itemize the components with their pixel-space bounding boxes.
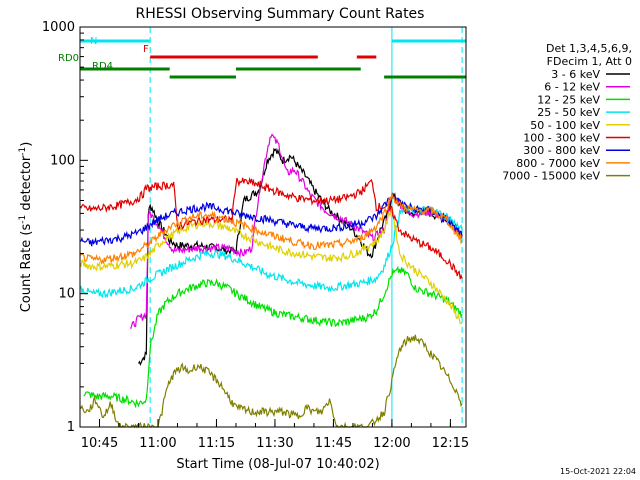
- legend-label-7000-15000-kev: 7000 - 15000 keV: [502, 170, 600, 183]
- x-axis-label: Start Time (08-Jul-07 10:40:02): [176, 457, 379, 472]
- series-line-7000-15000-kev: [79, 334, 463, 429]
- legend-label-3-6-kev: 3 - 6 keV: [551, 68, 600, 81]
- flag-label-n: N: [90, 36, 97, 47]
- y-axis-label-prefix: Count Rate (s: [19, 224, 34, 313]
- x-tick-label-12-00: 12:00: [373, 436, 410, 451]
- y-axis-label-exp2: -1: [18, 147, 28, 156]
- legend-label-800-7000-kev: 800 - 7000 keV: [516, 157, 600, 170]
- series-line-800-7000-kev: [79, 192, 463, 265]
- plot-area: [79, 27, 466, 429]
- series-line-12-25-kev: [83, 265, 463, 409]
- x-tick-label-11-30: 11:30: [256, 436, 293, 451]
- y-tick-label-100: 100: [50, 153, 75, 168]
- chart-title: RHESSI Observing Summary Count Rates: [136, 6, 425, 22]
- y-axis-label-suffix: detector: [19, 155, 34, 215]
- y-axis-label-exp: -1: [18, 215, 28, 224]
- y-axis-label-close: ): [19, 142, 34, 147]
- legend-header-line-1: Det 1,3,4,5,6,9,: [546, 42, 632, 55]
- y-tick-label-10: 10: [58, 287, 75, 302]
- legend-header-line-2: FDecim 1, Att 0: [547, 55, 632, 68]
- legend-label-50-100-kev: 50 - 100 keV: [530, 119, 600, 132]
- x-tick-label-10-45: 10:45: [81, 436, 118, 451]
- x-tick-label-11-00: 11:00: [139, 436, 176, 451]
- flag-label-rd0: RD0: [58, 53, 79, 64]
- series-line-25-50-kev: [79, 203, 463, 299]
- series-line-50-100-kev: [79, 207, 463, 325]
- legend-label-100-300-kev: 100 - 300 keV: [523, 132, 600, 145]
- x-tick-label-11-15: 11:15: [198, 436, 235, 451]
- legend-label-25-50-kev: 25 - 50 keV: [537, 106, 600, 119]
- y-axis: 1 10 100 1000: [42, 20, 88, 435]
- legend-label-300-800-kev: 300 - 800 keV: [523, 144, 600, 157]
- x-tick-label-11-45: 11:45: [315, 436, 352, 451]
- y-tick-label-1000: 1000: [42, 20, 75, 35]
- y-tick-label-1: 1: [67, 420, 75, 435]
- plot-frame: [79, 26, 467, 428]
- legend: Det 1,3,4,5,6,9, FDecim 1, Att 0 3 - 6 k…: [502, 42, 632, 183]
- legend-label-12-25-kev: 12 - 25 keV: [537, 93, 600, 106]
- timestamp: 15-Oct-2021 22:04: [560, 467, 636, 476]
- series-line-100-300-kev: [79, 176, 463, 280]
- x-axis: 10:45 11:00 11:15 11:30 11:45 12:00 12:15: [79, 419, 469, 451]
- series-line-300-800-kev: [79, 192, 463, 247]
- legend-label-6-12-kev: 6 - 12 keV: [544, 81, 600, 94]
- x-tick-label-12-15: 12:15: [432, 436, 469, 451]
- flag-label-f: F: [143, 44, 149, 55]
- y-axis-label: Count Rate (s-1 detector-1): [18, 142, 34, 313]
- flag-label-rd4: RD4: [92, 61, 113, 72]
